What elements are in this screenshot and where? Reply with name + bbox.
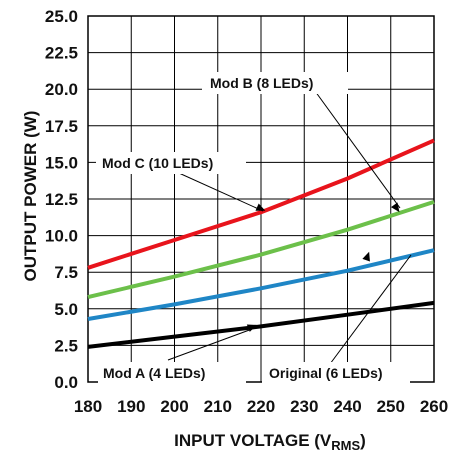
annotation-arrowhead-0 [391,203,399,213]
x-axis-title: INPUT VOLTAGE (VRMS) [174,431,366,453]
y-tick-label-1: 2.5 [54,336,78,355]
x-tick-label-4: 220 [247,397,275,416]
x-axis-title-subscript: RMS [331,438,360,453]
y-tick-label-2: 5.0 [54,300,78,319]
x-tick-label-0: 180 [74,397,102,416]
x-tick-label-6: 240 [333,397,361,416]
y-tick-label-7: 17.5 [45,117,78,136]
label-mod-b: Mod B (8 LEDs) [210,75,313,91]
leader-line-mod-c [170,169,263,211]
x-tick-label-2: 200 [160,397,188,416]
label-mod-c: Mod C (10 LEDs) [102,155,213,171]
x-tick-label-3: 210 [204,397,232,416]
annotation-mod-b: Mod B (8 LEDs) [202,72,400,208]
label-mod-a: Mod A (4 LEDs) [103,365,205,381]
annotation-arrowhead-1 [255,203,265,210]
x-axis-title-close: ) [360,431,366,450]
x-tick-label-7: 250 [377,397,405,416]
y-tick-label-0: 0.0 [54,373,78,392]
x-tick-label-1: 190 [117,397,145,416]
label-original: Original (6 LEDs) [269,365,383,381]
y-tick-label-8: 20.0 [45,80,78,99]
y-axis-title: OUTPUT POWER (W) [21,111,40,282]
annotation-arrowhead-3 [362,252,370,262]
y-tick-label-9: 22.5 [45,44,78,63]
annotation-mod-a: Mod A (4 LEDs) [98,325,263,384]
y-tick-label-10: 25.0 [45,7,78,26]
leader-line-mod-b [315,91,400,208]
x-tick-labels: 180 190 200 210 220 230 240 250 260 [74,397,448,416]
y-tick-label-6: 15.0 [45,153,78,172]
y-tick-label-4: 10.0 [45,227,78,246]
x-tick-label-5: 230 [290,397,318,416]
y-tick-label-3: 7.5 [54,263,78,282]
y-tick-label-5: 12.5 [45,190,78,209]
x-axis-title-main: INPUT VOLTAGE (V [174,431,332,450]
y-tick-labels: 0.0 2.5 5.0 7.5 10.0 12.5 15.0 17.5 20.0 22.5 25.0 [45,7,78,392]
annotation-mod-c: Mod C (10 LEDs) [96,152,263,211]
x-tick-label-8: 260 [420,397,448,416]
